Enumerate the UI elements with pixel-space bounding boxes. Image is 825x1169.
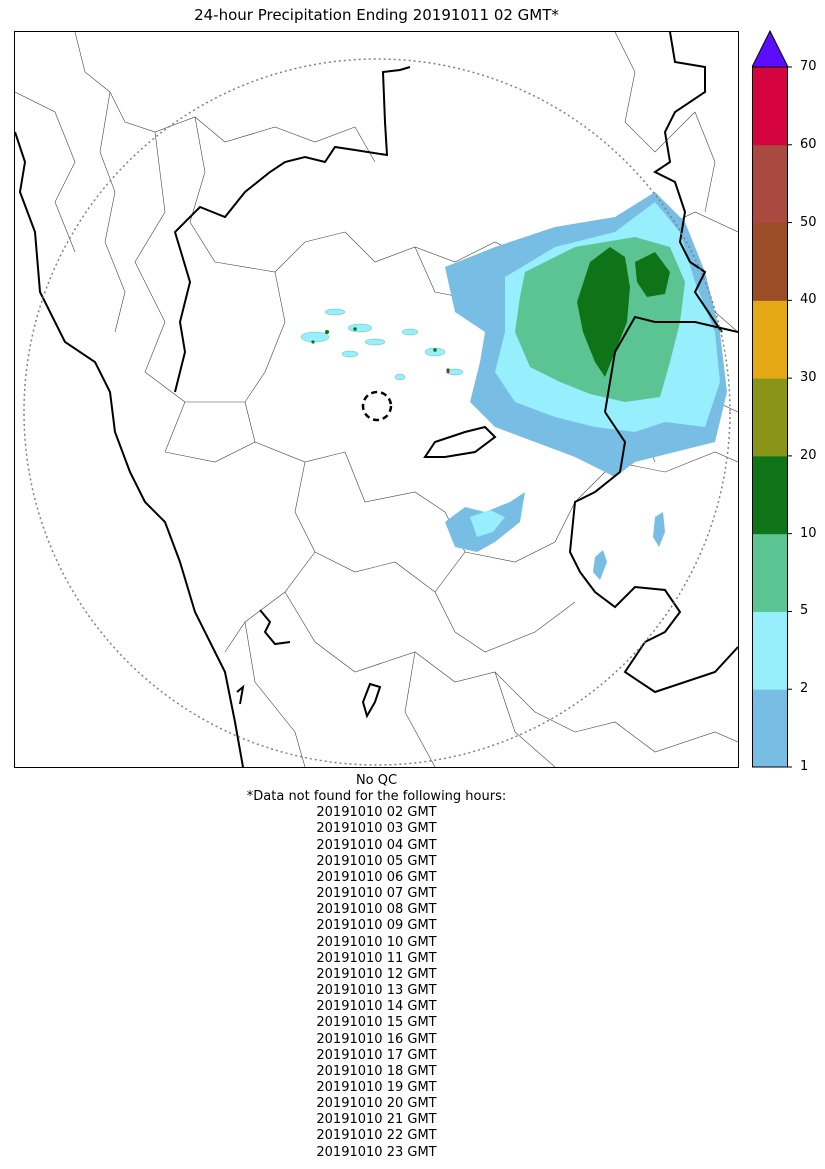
- precipitation-field: [301, 192, 727, 580]
- colorbar-segment: [752, 456, 788, 534]
- colorbar-tick-label: 20: [800, 449, 817, 463]
- colorbar-segment: [752, 611, 788, 689]
- missing-hour-item: 20191010 05 GMT: [14, 854, 739, 870]
- missing-hour-item: 20191010 12 GMT: [14, 967, 739, 983]
- missing-hour-item: 20191010 13 GMT: [14, 983, 739, 999]
- colorbar-segment: [752, 67, 788, 145]
- missing-hour-item: 20191010 06 GMT: [14, 870, 739, 886]
- missing-hour-item: 20191010 04 GMT: [14, 838, 739, 854]
- colorbar-tick-label: 10: [800, 527, 817, 541]
- colorbar-extend-triangle: [752, 31, 788, 67]
- missing-hour-item: 20191010 18 GMT: [14, 1064, 739, 1080]
- radar-map: [14, 31, 739, 768]
- colorbar-tick-label: 40: [800, 293, 817, 307]
- colorbar-segment: [752, 223, 788, 301]
- colorbar-tick-label: 30: [800, 371, 817, 385]
- missing-hour-item: 20191010 07 GMT: [14, 886, 739, 902]
- missing-hour-item: 20191010 21 GMT: [14, 1112, 739, 1128]
- missing-hour-item: 20191010 17 GMT: [14, 1048, 739, 1064]
- missing-hour-item: 20191010 23 GMT: [14, 1145, 739, 1161]
- notes-block: No QC *Data not found for the following …: [14, 773, 739, 1161]
- missing-hour-item: 20191010 20 GMT: [14, 1096, 739, 1112]
- missing-data-header: *Data not found for the following hours:: [14, 789, 739, 805]
- radar-site-marker: [363, 392, 391, 420]
- map-title: 24-hour Precipitation Ending 20191011 02…: [14, 6, 739, 24]
- colorbar-segment: [752, 534, 788, 612]
- missing-hour-item: 20191010 16 GMT: [14, 1032, 739, 1048]
- qc-note: No QC: [14, 773, 739, 789]
- colorbar-tick-label: 50: [800, 216, 817, 230]
- colorbar-tick-label: 5: [800, 604, 808, 618]
- colorbar-tick-label: 1: [800, 760, 808, 774]
- missing-hour-item: 20191010 02 GMT: [14, 805, 739, 821]
- colorbar-tick-label: 2: [800, 682, 808, 696]
- colorbar-tick-label: 60: [800, 138, 817, 152]
- missing-hour-item: 20191010 08 GMT: [14, 902, 739, 918]
- colorbar-tick-label: 70: [800, 60, 817, 74]
- missing-hour-item: 20191010 14 GMT: [14, 999, 739, 1015]
- missing-hour-item: 20191010 11 GMT: [14, 951, 739, 967]
- missing-hour-item: 20191010 09 GMT: [14, 918, 739, 934]
- missing-hour-item: 20191010 15 GMT: [14, 1015, 739, 1031]
- missing-hour-item: 20191010 22 GMT: [14, 1128, 739, 1144]
- missing-hour-item: 20191010 03 GMT: [14, 821, 739, 837]
- missing-hours-list: 20191010 02 GMT 20191010 03 GMT 20191010 0…: [14, 805, 739, 1160]
- colorbar-segment: [752, 300, 788, 378]
- colorbar-segment: [752, 378, 788, 456]
- missing-hour-item: 20191010 19 GMT: [14, 1080, 739, 1096]
- colorbar-segment: [752, 145, 788, 223]
- missing-hour-item: 20191010 10 GMT: [14, 935, 739, 951]
- map-canvas: [15, 32, 738, 767]
- colorbar-segment: [752, 689, 788, 767]
